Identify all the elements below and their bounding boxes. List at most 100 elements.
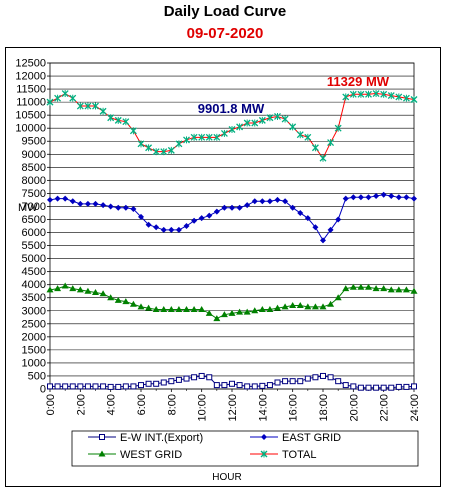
data-point-total <box>281 115 289 123</box>
data-point-east-grid <box>244 202 251 209</box>
data-point-e-w-int-export <box>84 383 91 390</box>
data-point-west-grid <box>387 286 395 293</box>
data-point-east-grid <box>236 204 243 211</box>
data-point-e-w-int-export <box>54 383 61 390</box>
data-point-e-w-int-export <box>183 375 190 382</box>
data-point-e-w-int-export <box>198 372 205 379</box>
data-point-west-grid <box>365 283 372 290</box>
data-point-e-w-int-export <box>365 384 372 391</box>
data-point-e-w-int-export <box>77 383 84 390</box>
data-point-e-w-int-export <box>213 382 220 389</box>
data-point-east-grid <box>312 224 319 231</box>
data-point-e-w-int-export <box>138 382 144 389</box>
data-point-e-w-int-export <box>403 383 410 390</box>
y-tick-label: 7000 <box>22 201 46 213</box>
y-tick-label: 500 <box>28 370 46 382</box>
x-tick-label: 14:00 <box>257 394 269 422</box>
data-point-east-grid <box>175 226 182 233</box>
data-point-total <box>251 119 259 127</box>
data-point-west-grid <box>236 308 244 315</box>
data-point-total <box>342 93 350 101</box>
data-point-e-w-int-export <box>191 374 198 381</box>
data-point-e-w-int-export <box>236 382 243 389</box>
data-point-east-grid <box>403 194 410 201</box>
data-point-west-grid <box>342 285 350 292</box>
data-point-east-grid <box>266 198 273 205</box>
data-point-total <box>99 107 107 115</box>
data-point-e-w-int-export <box>244 383 251 390</box>
y-tick-label: 11000 <box>16 97 46 109</box>
data-point-west-grid <box>167 305 175 312</box>
data-point-east-grid <box>357 194 364 201</box>
x-tick-label: 20:00 <box>348 394 360 422</box>
data-point-west-grid <box>380 285 388 292</box>
y-tick-label: 4000 <box>22 279 46 291</box>
data-point-west-grid <box>334 294 342 301</box>
y-tick-label: 5000 <box>22 253 46 265</box>
data-point-west-grid <box>281 303 289 310</box>
x-tick-label: 12:00 <box>227 394 239 422</box>
data-point-west-grid <box>228 309 236 316</box>
y-axis-label: MW <box>18 202 38 214</box>
data-point-west-grid <box>357 283 365 290</box>
data-point-total <box>46 98 54 106</box>
data-point-west-grid <box>243 308 251 315</box>
data-point-e-w-int-export <box>335 378 342 385</box>
data-point-e-w-int-export <box>274 379 281 386</box>
data-point-west-grid <box>129 300 137 307</box>
data-point-e-w-int-export <box>320 372 326 379</box>
data-point-west-grid <box>274 304 281 311</box>
data-point-west-grid <box>84 287 92 294</box>
y-tick-label: 10000 <box>15 123 46 135</box>
data-point-total <box>175 140 183 148</box>
data-point-total <box>167 146 175 154</box>
y-tick-label: 12000 <box>15 71 46 83</box>
data-point-west-grid <box>69 285 77 292</box>
data-point-west-grid <box>137 303 145 310</box>
data-point-total <box>365 90 372 98</box>
data-point-total <box>395 93 403 101</box>
annotation-label: 9901.8 MW <box>198 101 265 116</box>
x-tick-label: 24:00 <box>409 394 421 422</box>
x-tick-label: 6:00 <box>136 394 148 415</box>
legend-marker-e-w-int-export <box>99 434 105 440</box>
y-tick-label: 3500 <box>22 292 46 304</box>
data-point-e-w-int-export <box>411 383 417 390</box>
annotation-label: 11329 MW <box>327 74 390 89</box>
y-tick-label: 9500 <box>22 136 46 148</box>
data-point-east-grid <box>342 195 349 202</box>
data-point-total <box>258 116 266 124</box>
data-point-total <box>198 133 206 141</box>
data-point-e-w-int-export <box>69 383 76 390</box>
data-point-east-grid <box>350 194 357 201</box>
data-point-total <box>122 118 130 126</box>
data-point-total <box>84 102 92 110</box>
data-point-east-grid <box>297 209 304 216</box>
data-point-east-grid <box>153 224 160 231</box>
y-tick-label: 8000 <box>22 175 46 187</box>
x-tick-label: 16:00 <box>288 394 300 422</box>
data-point-west-grid <box>304 303 312 310</box>
chart-title: Daily Load Curve <box>163 3 287 20</box>
legend-box <box>71 430 419 467</box>
data-point-total <box>205 133 213 141</box>
data-point-west-grid <box>327 300 335 307</box>
x-tick-label: 4:00 <box>106 394 118 415</box>
data-point-total <box>152 148 160 156</box>
y-tick-label: 10500 <box>15 110 46 122</box>
data-point-east-grid <box>388 193 395 200</box>
data-point-west-grid <box>183 305 190 312</box>
data-point-e-w-int-export <box>395 383 402 390</box>
y-tick-label: 6500 <box>22 214 46 226</box>
data-point-east-grid <box>130 206 137 213</box>
data-point-e-w-int-export <box>62 383 69 390</box>
data-point-e-w-int-export <box>388 384 395 391</box>
data-point-west-grid <box>160 305 168 312</box>
data-point-total <box>76 102 84 110</box>
chart-subtitle: 09-07-2020 <box>186 25 264 42</box>
data-point-east-grid <box>395 194 402 201</box>
data-point-east-grid <box>373 193 380 200</box>
data-point-west-grid <box>349 283 357 290</box>
data-point-west-grid <box>205 309 213 316</box>
data-point-east-grid <box>221 204 228 211</box>
